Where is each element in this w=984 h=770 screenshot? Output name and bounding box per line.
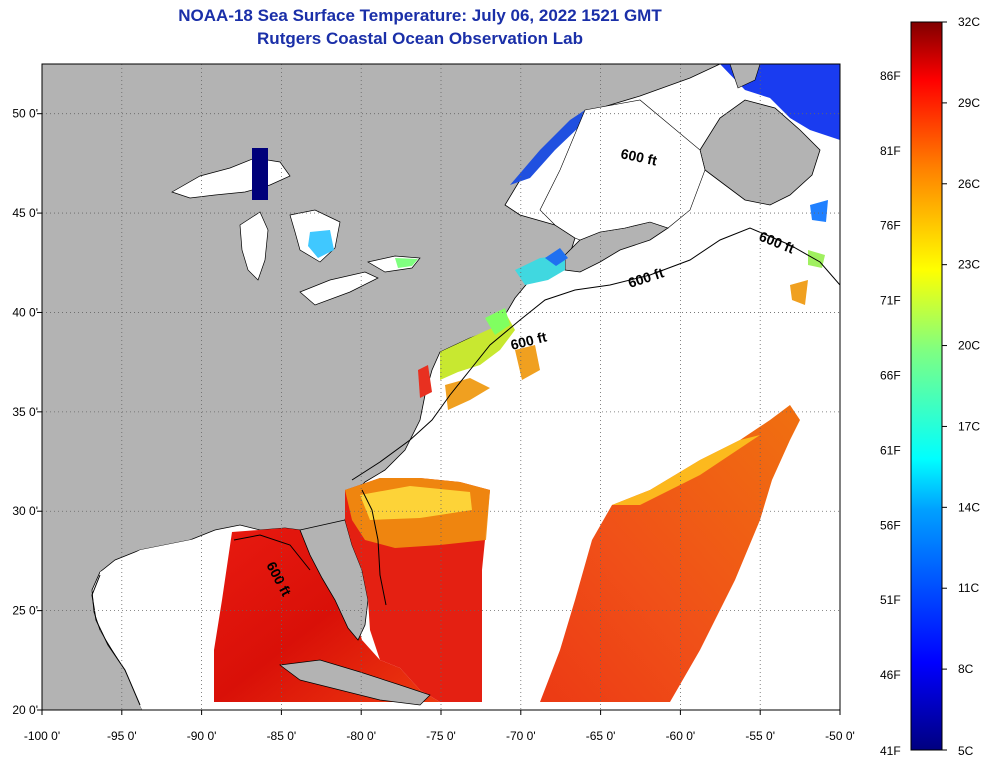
colorbar-fahrenheit-label: 71F [880, 294, 901, 308]
sst-lake-superior-cold [252, 148, 268, 200]
contour-label: 600 ft [619, 145, 658, 168]
lon-tick-label: -65 0' [586, 729, 616, 743]
lat-tick-label: 50 0' [12, 107, 38, 121]
sst-atlantic-swath-east [540, 405, 800, 702]
colorbar-celsius-label: 29C [958, 96, 980, 110]
lake-erie [299, 271, 379, 306]
lon-tick-label: -50 0' [825, 729, 855, 743]
colorbar-fahrenheit-labels: 86F 81F 76F 71F 66F 61F 56F 51F 46F 41F [880, 69, 901, 758]
colorbar-celsius-labels: 32C 29C 26C 23C 20C 17C 14C 11C 8C 5C [942, 15, 980, 758]
colorbar-fahrenheit-label: 46F [880, 668, 901, 682]
colorbar-fahrenheit-label: 41F [880, 744, 901, 758]
colorbar-celsius-label: 20C [958, 339, 980, 353]
sst-labrador-sea [720, 64, 840, 140]
colorbar-fahrenheit-label: 76F [880, 219, 901, 233]
lake-michigan [239, 211, 269, 281]
colorbar [910, 21, 943, 751]
longitude-axis: -100 0' -95 0' -90 0' -85 0' -80 0' -75 0' -70… [24, 710, 855, 743]
colorbar-fahrenheit-label: 81F [880, 144, 901, 158]
colorbar-fahrenheit-label: 56F [880, 518, 901, 532]
lon-tick-label: -90 0' [187, 729, 217, 743]
lat-tick-label: 25 0' [12, 604, 38, 618]
lon-tick-label: -60 0' [666, 729, 696, 743]
map-title: NOAA-18 Sea Surface Temperature: July 06… [178, 6, 662, 25]
colorbar-celsius-label: 8C [958, 662, 974, 676]
lat-tick-label: 35 0' [12, 405, 38, 419]
sst-gulf-of-mexico [214, 528, 440, 702]
gulf-of-mexico-clouds [100, 532, 232, 710]
lon-tick-label: -55 0' [745, 729, 775, 743]
colorbar-celsius-label: 23C [958, 258, 980, 272]
lon-tick-label: -100 0' [24, 729, 60, 743]
map-canvas [42, 64, 840, 710]
colorbar-celsius-label: 11C [958, 581, 979, 595]
colorbar-fahrenheit-label: 51F [880, 593, 901, 607]
map-subtitle: Rutgers Coastal Ocean Observation Lab [257, 29, 583, 48]
colorbar-fahrenheit-label: 61F [880, 443, 901, 457]
lon-tick-label: -85 0' [267, 729, 297, 743]
colorbar-fahrenheit-label: 86F [880, 69, 901, 83]
gulf-of-st-lawrence [539, 99, 706, 241]
600ft-contour [91, 227, 840, 706]
colorbar-celsius-label: 26C [958, 177, 980, 191]
lon-tick-label: -80 0' [346, 729, 376, 743]
lon-tick-label: -95 0' [107, 729, 137, 743]
colorbar-celsius-label: 17C [958, 419, 980, 433]
sst-st-lawrence [510, 110, 585, 185]
lat-lon-grid [42, 64, 840, 710]
colorbar-celsius-label: 14C [958, 500, 980, 514]
lat-tick-label: 40 0' [12, 305, 38, 319]
colorbar-fahrenheit-label: 66F [880, 369, 901, 383]
latitude-axis: 20 0' 25 0' 30 0' 35 0' 40 0' 45 0' 50 0' [12, 107, 42, 717]
land-cuba [279, 659, 431, 706]
lon-tick-label: -70 0' [506, 729, 536, 743]
lat-tick-label: 45 0' [12, 206, 38, 220]
colorbar-celsius-label: 32C [958, 15, 980, 29]
colorbar-celsius-label: 5C [958, 744, 974, 758]
lat-tick-label: 20 0' [12, 703, 38, 717]
lat-tick-label: 30 0' [12, 504, 38, 518]
lon-tick-label: -75 0' [426, 729, 456, 743]
